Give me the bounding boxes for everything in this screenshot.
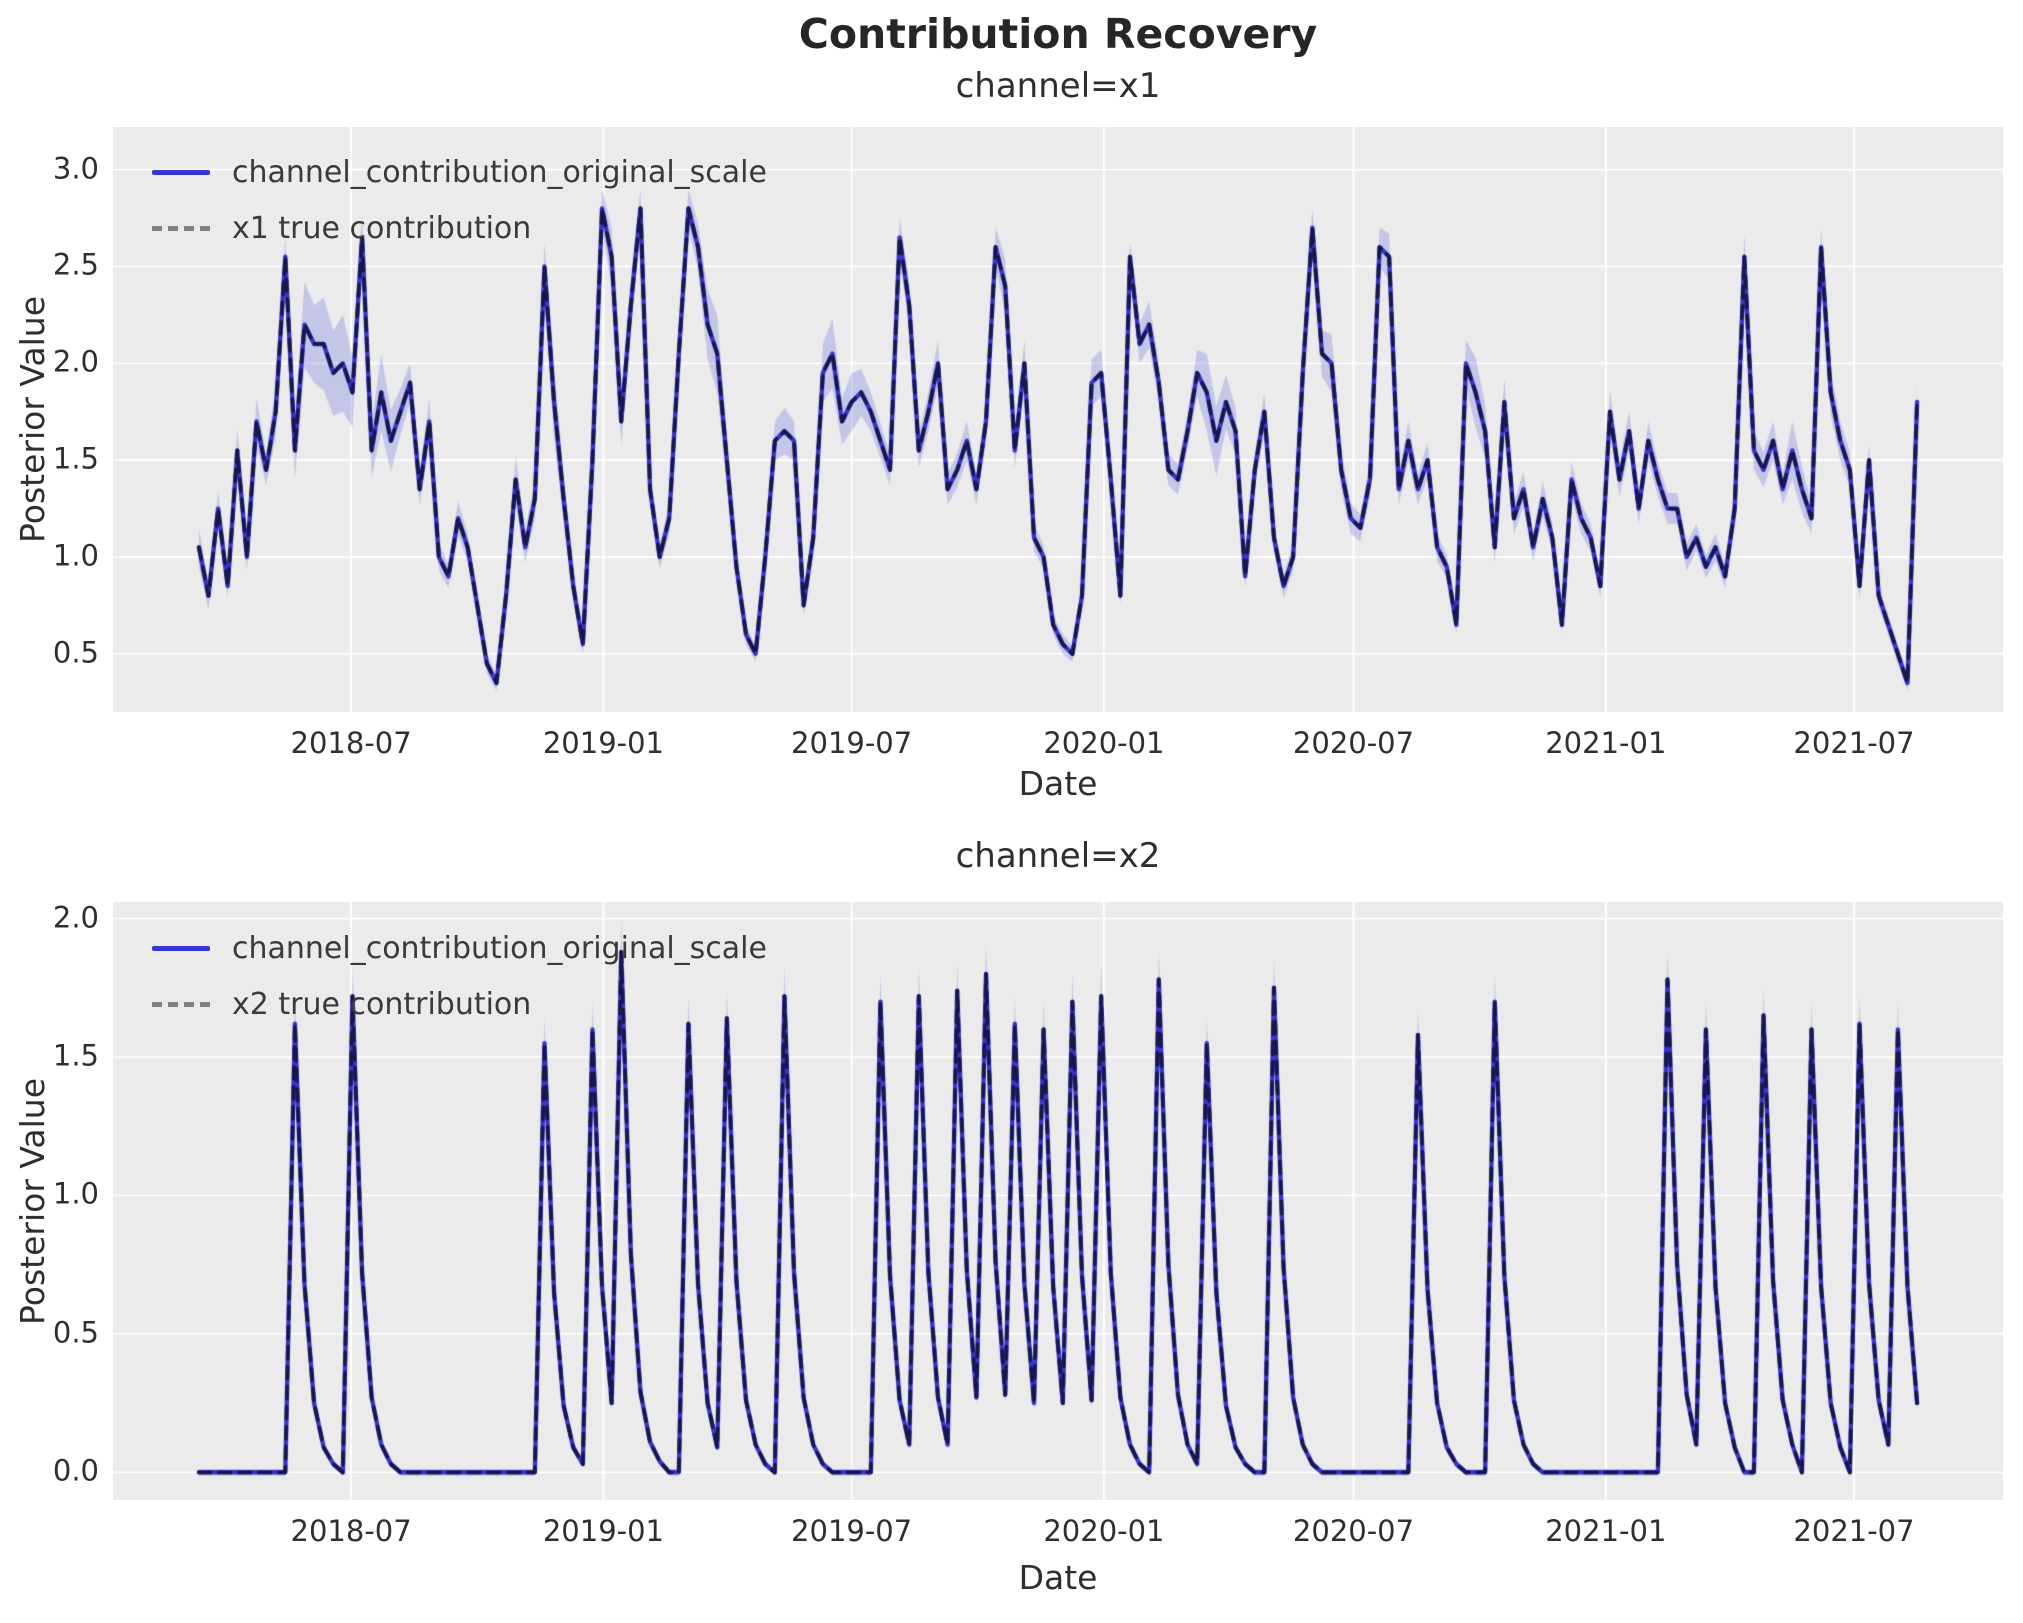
- x-tick-label: 2021-01: [1545, 726, 1667, 760]
- legend-label: x1 true contribution: [232, 210, 532, 246]
- x-tick-label: 2020-07: [1292, 726, 1415, 760]
- x1-plot-area: [113, 127, 2003, 712]
- subplot2-xlabel: Date: [1018, 1558, 1098, 1597]
- legend-label: x2 true contribution: [232, 986, 532, 1022]
- x-tick-label: 2019-07: [791, 1514, 913, 1548]
- solid-line-swatch: [152, 169, 210, 175]
- legend-item: channel_contribution_original_scale: [152, 150, 767, 194]
- x-tick-label: 2020-01: [1043, 1514, 1165, 1548]
- subplot1-ylabel-wrap: Posterior Value: [6, 127, 58, 712]
- x-tick-label: 2021-07: [1793, 726, 1915, 760]
- x-tick-label: 2021-07: [1793, 1514, 1915, 1548]
- legend-item: channel_contribution_original_scale: [152, 926, 767, 970]
- x-tick-label: 2020-01: [1043, 726, 1165, 760]
- x-tick-label: 2019-01: [542, 1514, 665, 1548]
- x2-plot-area: [113, 902, 2003, 1500]
- subplot2-ylabel: Posterior Value: [12, 1077, 52, 1325]
- subplot2-ylabel-wrap: Posterior Value: [6, 902, 58, 1500]
- x-tick-label: 2021-01: [1545, 1514, 1667, 1548]
- legend-item: x2 true contribution: [152, 982, 767, 1026]
- dashed-line-swatch: [152, 225, 210, 231]
- x-tick-label: 2019-01: [542, 726, 665, 760]
- solid-line-swatch: [152, 945, 210, 951]
- subplot1-xlabel: Date: [1018, 764, 1098, 803]
- subplot1-title: channel=x1: [955, 66, 1161, 106]
- subplot1-legend: channel_contribution_original_scale x1 t…: [152, 150, 767, 262]
- subplot1-ylabel: Posterior Value: [12, 296, 52, 543]
- legend-label: channel_contribution_original_scale: [232, 930, 767, 966]
- x-tick-label: 2018-07: [290, 726, 412, 760]
- legend-item: x1 true contribution: [152, 206, 767, 250]
- subplot2-title: channel=x2: [955, 836, 1161, 876]
- subplot2-legend: channel_contribution_original_scale x2 t…: [152, 926, 767, 1038]
- figure-title: Contribution Recovery: [798, 10, 1318, 58]
- legend-label: channel_contribution_original_scale: [232, 154, 767, 190]
- x-tick-label: 2019-07: [791, 726, 913, 760]
- dashed-line-swatch: [152, 1001, 210, 1007]
- x-tick-label: 2020-07: [1292, 1514, 1415, 1548]
- x-tick-label: 2018-07: [290, 1514, 412, 1548]
